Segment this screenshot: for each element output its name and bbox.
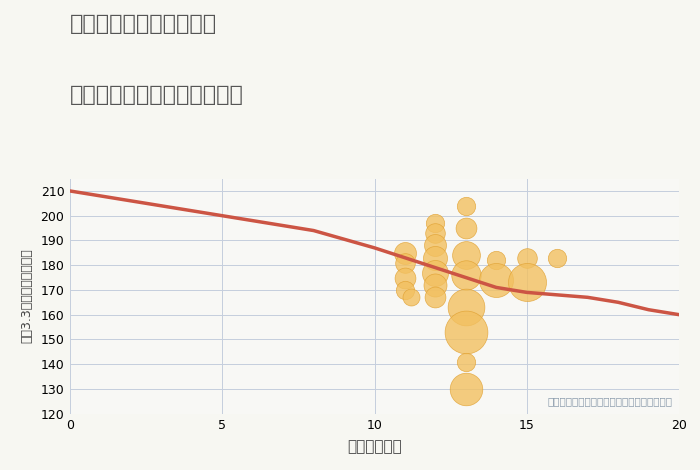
Point bbox=[461, 328, 472, 336]
Point bbox=[405, 294, 416, 301]
Point bbox=[399, 274, 410, 282]
Point bbox=[399, 249, 410, 257]
Point bbox=[430, 269, 441, 276]
Text: 駅距離別中古マンション価格: 駅距離別中古マンション価格 bbox=[70, 85, 244, 105]
Point bbox=[430, 229, 441, 237]
X-axis label: 駅距離（分）: 駅距離（分） bbox=[347, 439, 402, 454]
Point bbox=[461, 224, 472, 232]
Text: 兵庫県西宮市小松北町の: 兵庫県西宮市小松北町の bbox=[70, 14, 217, 34]
Point bbox=[461, 358, 472, 365]
Point bbox=[399, 259, 410, 266]
Point bbox=[521, 279, 532, 286]
Y-axis label: 坪（3.3㎡）単価（万円）: 坪（3.3㎡）単価（万円） bbox=[20, 249, 34, 344]
Point bbox=[430, 254, 441, 261]
Point bbox=[521, 254, 532, 261]
Point bbox=[461, 271, 472, 279]
Point bbox=[491, 257, 502, 264]
Point bbox=[491, 276, 502, 284]
Point bbox=[430, 294, 441, 301]
Point bbox=[461, 202, 472, 210]
Point bbox=[461, 251, 472, 259]
Text: 円の大きさは、取引のあった物件面積を示す: 円の大きさは、取引のあった物件面積を示す bbox=[548, 397, 673, 407]
Point bbox=[399, 286, 410, 294]
Point bbox=[430, 219, 441, 227]
Point bbox=[461, 385, 472, 392]
Point bbox=[430, 242, 441, 249]
Point bbox=[430, 281, 441, 289]
Point bbox=[552, 254, 563, 261]
Point bbox=[461, 304, 472, 311]
